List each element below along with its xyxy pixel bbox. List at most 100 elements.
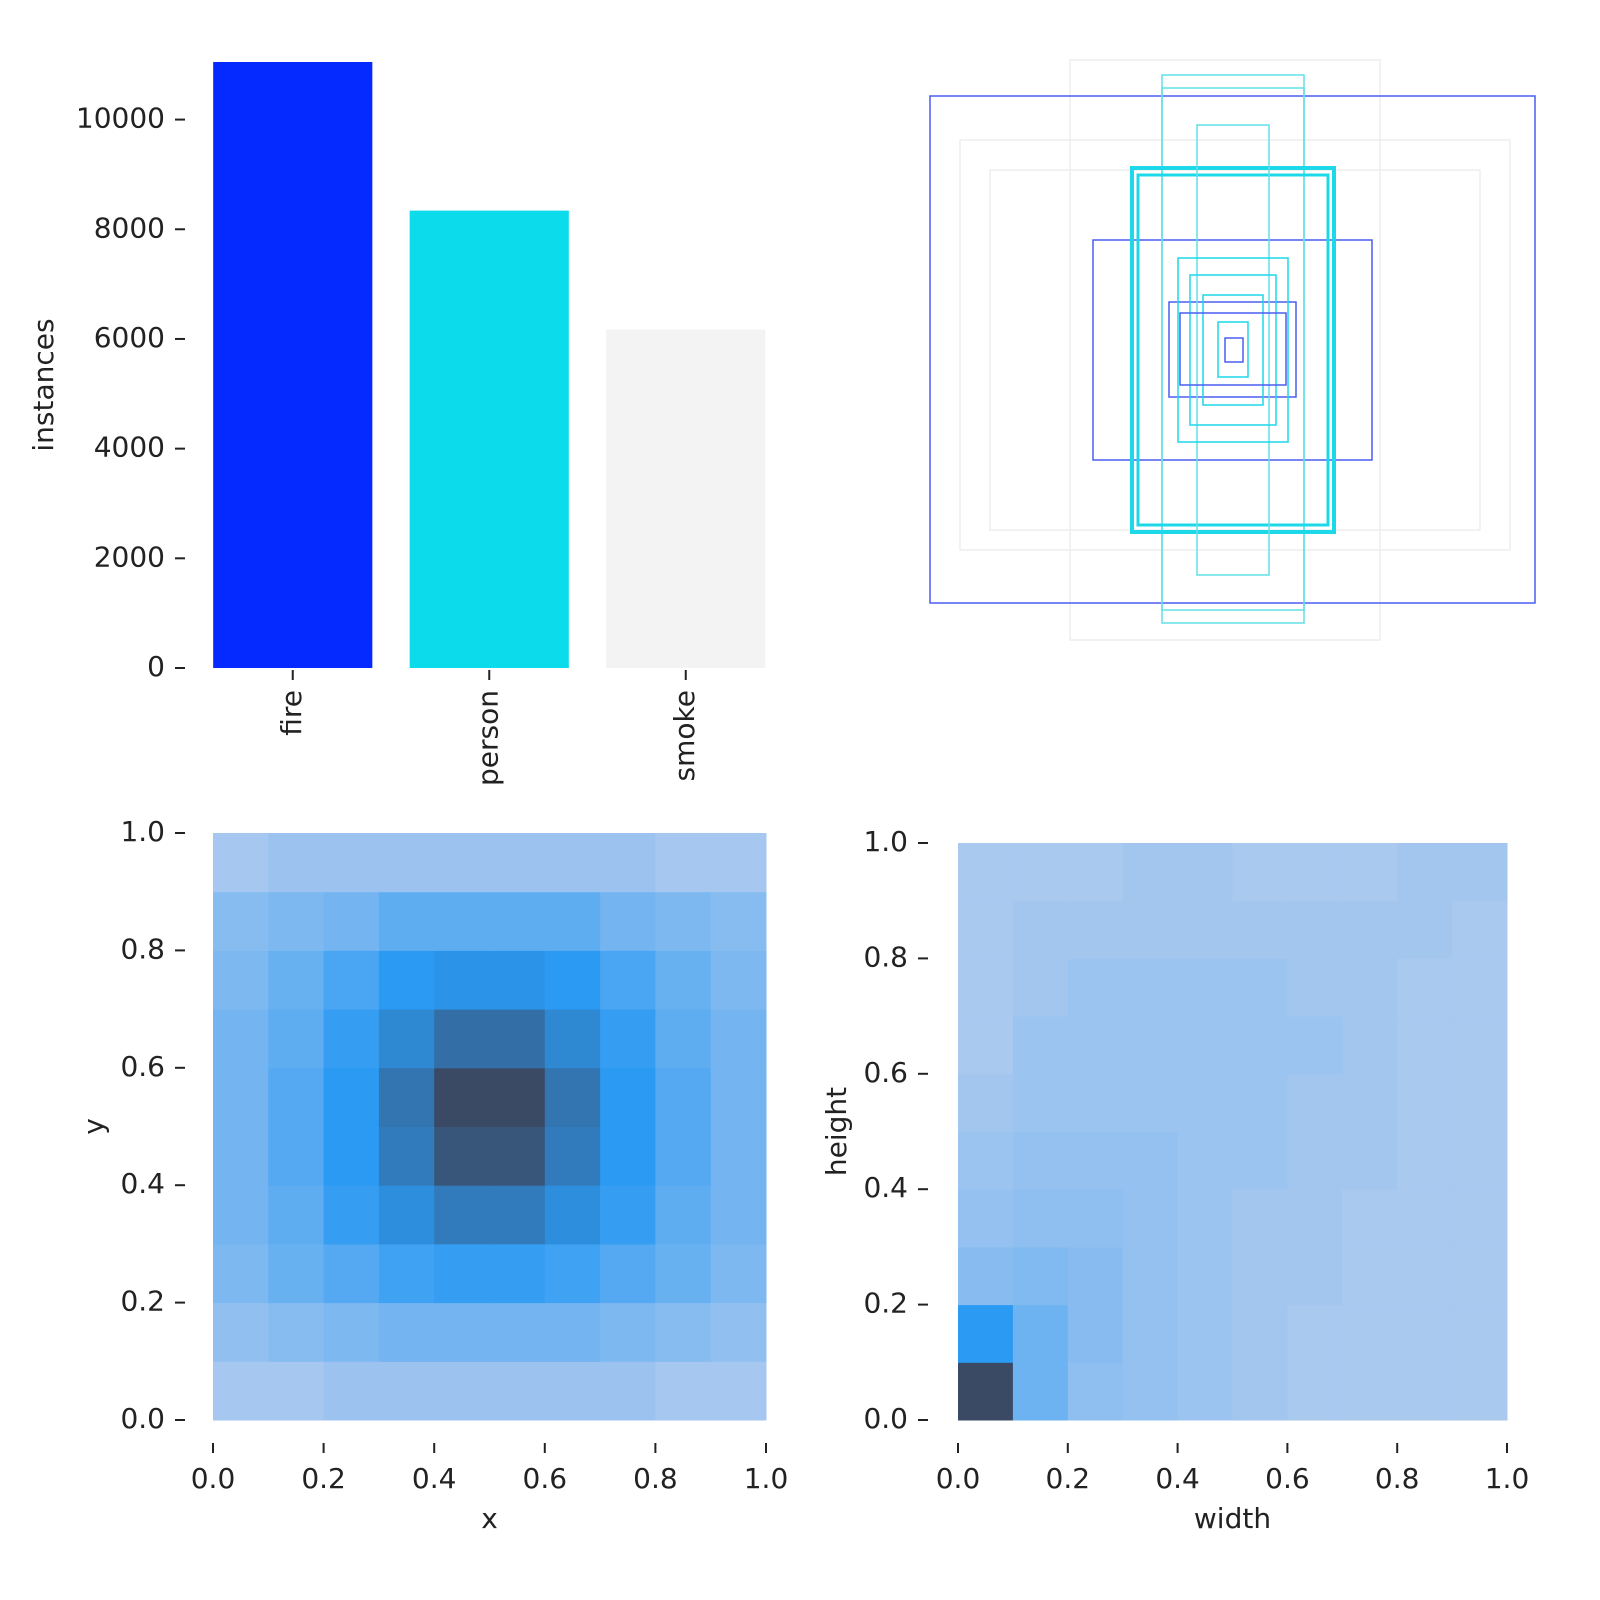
heatmap-cell (323, 1067, 380, 1127)
y-tick-label: 0.0 (120, 1402, 165, 1435)
heatmap-cell (1397, 1362, 1453, 1421)
heatmap-cell (958, 1304, 1014, 1363)
heatmap-cell (1232, 1131, 1288, 1190)
heatmap-cell (489, 1067, 546, 1127)
heatmap-cell (1012, 1131, 1069, 1190)
x-tick-label: 0.0 (191, 1462, 236, 1495)
heatmap-cell (323, 950, 380, 1010)
heatmap-cell (378, 1302, 435, 1362)
heatmap-cell (378, 950, 435, 1010)
heatmap-cell (1452, 900, 1508, 959)
heatmap-cell (213, 1361, 269, 1421)
heatmap-cell (1287, 1362, 1343, 1421)
heatmap-cell (268, 1243, 325, 1304)
x-tick-label: person (471, 690, 504, 786)
x-tick-label: fire (275, 690, 308, 736)
heatmap-cell (600, 833, 656, 893)
heatmap-cell (544, 1009, 601, 1069)
heatmap-cell (544, 1243, 601, 1304)
heatmap-cell (434, 950, 490, 1010)
heatmap-cell (378, 1361, 435, 1421)
y-tick-label: 4000 (94, 431, 165, 464)
x-tick-label: 0.4 (1155, 1462, 1200, 1495)
heatmap-cell (655, 1361, 712, 1421)
heatmap-cell (323, 891, 380, 951)
heatmap-cell (1067, 900, 1124, 959)
heatmap-cell (1232, 900, 1288, 959)
heatmap-cell (1452, 843, 1508, 902)
heatmap-cell (323, 833, 380, 893)
heatmap-cell (1397, 1246, 1453, 1306)
heatmap-cell (544, 1185, 601, 1245)
y-tick-label: 8000 (94, 211, 165, 244)
heatmap-cell (378, 1243, 435, 1304)
heatmap-cell (1232, 958, 1288, 1017)
heatmap-cell (1177, 958, 1233, 1017)
x-tick-label: 0.6 (1265, 1462, 1310, 1495)
heatmap-cell (600, 1126, 656, 1186)
heatmap-cell (378, 1067, 435, 1127)
heatmap-cell (958, 1246, 1014, 1306)
heatmap-cell (323, 1361, 380, 1421)
heatmap-cell (1342, 1304, 1398, 1363)
heatmap-cell (1122, 958, 1179, 1017)
heatmap-cell (958, 900, 1014, 959)
heatmap-cell (1397, 843, 1453, 902)
heatmap-cell (1287, 1131, 1343, 1190)
heatmap-cell (1122, 843, 1179, 902)
heatmap-cell (1287, 1073, 1343, 1132)
heatmap-cell (268, 833, 325, 893)
heatmap-cell (323, 1243, 380, 1304)
y-tick-label: 0.6 (863, 1056, 908, 1089)
heatmap-cell (1287, 1246, 1343, 1306)
heatmap-cell (1122, 1246, 1179, 1306)
heatmap-cell (1342, 843, 1398, 902)
y-tick-label: 0.2 (120, 1285, 165, 1318)
heatmap-cell (268, 1067, 325, 1127)
heatmap-cell (1067, 958, 1124, 1017)
y-tick-label: 1.0 (120, 815, 165, 848)
heatmap-cell (1012, 900, 1069, 959)
y-tick-label: 0.8 (120, 932, 165, 965)
heatmap-cell (1067, 1016, 1124, 1075)
heatmap-cell (1232, 1189, 1288, 1248)
heatmap-cell (1232, 1016, 1288, 1075)
heatmap-cell (1452, 1189, 1508, 1248)
heatmap-cell (213, 891, 269, 951)
heatmap-cell (1452, 1131, 1508, 1190)
y-tick-label: 10000 (76, 102, 165, 135)
heatmap-cell (378, 1009, 435, 1069)
x-tick-label: 0.2 (301, 1462, 346, 1495)
y-tick-label: 0.4 (863, 1171, 908, 1204)
heatmap-cell (1397, 1016, 1453, 1075)
heatmap-cell (1342, 1189, 1398, 1248)
heatmap-cell (1122, 900, 1179, 959)
heatmap-cell (1067, 843, 1124, 902)
x-tick-label: 0.0 (936, 1462, 981, 1495)
heatmap-cell (1012, 1189, 1069, 1248)
heatmap-cell (268, 950, 325, 1010)
heatmap-cell (1012, 1362, 1069, 1421)
heatmap-cell (489, 1302, 546, 1362)
heatmap-cell (600, 1185, 656, 1245)
heatmap-cell (958, 843, 1014, 902)
heatmap-cell (434, 1009, 490, 1069)
heatmap-cell (434, 833, 490, 893)
y-axis-label: height (820, 1087, 853, 1176)
heatmap-cell (600, 950, 656, 1010)
heatmap-cell (213, 1126, 269, 1186)
heatmap-cell (1067, 1362, 1124, 1421)
heatmap-cell (1287, 958, 1343, 1017)
heatmap-cell (655, 1009, 712, 1069)
heatmap-cell (655, 1302, 712, 1362)
heatmap-cell (1177, 1189, 1233, 1248)
heatmap-cell (544, 833, 601, 893)
heatmap-cell (958, 1016, 1014, 1075)
heatmap-cell (1287, 1016, 1343, 1075)
heatmap-cell (1067, 1189, 1124, 1248)
heatmap-cell (489, 950, 546, 1010)
heatmap-cell (1122, 1189, 1179, 1248)
x-axis-label: x (481, 1502, 498, 1535)
heatmap-cell (1232, 1362, 1288, 1421)
